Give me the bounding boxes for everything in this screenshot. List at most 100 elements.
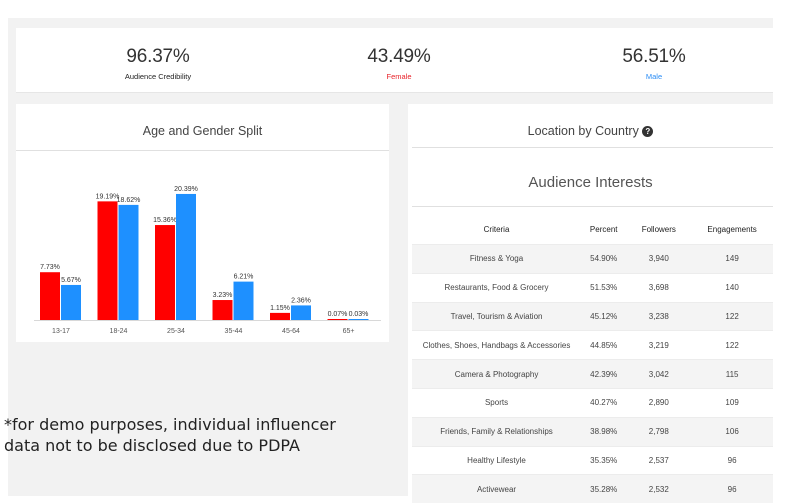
stat-male-value: 56.51%	[622, 46, 686, 67]
interests-title: Audience Interests	[528, 174, 653, 191]
disclaimer-line-1: *for demo purposes, individual influence…	[4, 415, 336, 434]
bar-red	[327, 319, 348, 320]
question-circle-icon[interactable]: ?	[642, 126, 654, 137]
col-criteria: Criteria	[483, 224, 510, 234]
interest-engagements: 122	[691, 301, 773, 331]
stat-credibility: 96.37% Audience Credibility	[58, 28, 258, 81]
data-label: 19.19%	[96, 193, 120, 200]
interest-percent: 45.12%	[581, 301, 627, 331]
disclaimer-note: *for demo purposes, individual influence…	[4, 414, 336, 456]
bar-blue	[118, 204, 139, 320]
data-label: 6.21%	[234, 274, 254, 281]
bar-red	[155, 225, 175, 320]
interest-followers: 3,219	[626, 330, 692, 360]
interest-percent: 42.39%	[581, 359, 627, 389]
stat-male: 56.51% Male	[554, 28, 754, 81]
interest-row: Travel, Tourism & Aviation 45.12% 3,238 122	[412, 301, 773, 331]
interest-engagements: 109	[691, 387, 773, 418]
stat-credibility-value: 96.37%	[126, 46, 190, 67]
col-followers: Followers	[641, 224, 676, 234]
stat-credibility-label: Audience Credibility	[124, 72, 192, 81]
interest-row: Camera & Photography 42.39% 3,042 115	[412, 359, 773, 389]
interest-followers: 3,042	[626, 359, 692, 389]
location-divider	[412, 147, 773, 148]
interest-followers: 3,238	[626, 301, 692, 331]
interest-followers: 2,537	[626, 445, 692, 475]
interest-followers: 3,940	[626, 244, 692, 274]
data-label: 0.07%	[328, 311, 348, 318]
interests-table: Criteria Percent Followers Engagements F…	[412, 214, 773, 503]
top-strip	[0, 0, 795, 18]
interest-engagements: 122	[691, 330, 773, 360]
interest-criteria: Friends, Family & Relationships	[412, 416, 582, 447]
interest-followers: 2,890	[626, 387, 692, 418]
interest-row: Healthy Lifestyle 35.35% 2,537 96	[412, 445, 773, 475]
interest-criteria: Camera & Photography	[412, 359, 582, 389]
interest-row: Restaurants, Food & Grocery 51.53% 3,698 14…	[412, 272, 773, 303]
interest-engagements: 140	[691, 272, 773, 303]
x-tick-label: 35-44	[225, 328, 243, 335]
data-label: 1.15%	[270, 305, 290, 312]
col-engagements: Engagements	[707, 224, 757, 234]
interest-criteria: Healthy Lifestyle	[412, 445, 582, 475]
bar-red	[212, 300, 233, 320]
col-percent: Percent	[589, 224, 618, 234]
interest-criteria: Clothes, Shoes, Handbags & Accessories	[412, 330, 582, 360]
interest-percent: 54.90%	[581, 244, 627, 274]
x-tick-label: 18-24	[110, 328, 128, 335]
interests-divider	[412, 206, 773, 207]
interest-followers: 2,798	[626, 416, 692, 447]
data-label: 2.36%	[291, 297, 311, 304]
interest-percent: 38.98%	[581, 416, 627, 447]
interest-followers: 3,698	[626, 272, 692, 303]
interest-engagements: 115	[691, 359, 773, 389]
x-tick-label: 45-64	[282, 328, 300, 335]
data-label: 15.36%	[153, 217, 177, 224]
interest-followers: 2,532	[626, 474, 692, 503]
bar-red	[97, 201, 118, 320]
x-tick-label: 65+	[343, 328, 355, 335]
data-label: 7.73%	[40, 264, 60, 271]
interest-engagements: 96	[691, 445, 773, 475]
x-tick-label: 25-34	[167, 328, 185, 335]
interest-row: Sports 40.27% 2,890 109	[412, 387, 773, 418]
stat-female: 43.49% Female	[299, 28, 499, 81]
age-gender-divider	[16, 150, 389, 151]
data-label: 3.23%	[213, 292, 233, 299]
interests-header-row: Criteria Percent Followers Engagements	[412, 214, 773, 245]
bar-blue	[233, 281, 254, 320]
interest-percent: 51.53%	[581, 272, 627, 303]
bar-blue	[61, 284, 81, 320]
data-label: 18.62%	[117, 197, 141, 204]
bar-blue	[348, 319, 369, 320]
interest-percent: 44.85%	[581, 330, 627, 360]
bar-red	[40, 272, 60, 320]
interest-row: Clothes, Shoes, Handbags & Accessories 44…	[412, 330, 773, 360]
stat-female-value: 43.49%	[367, 46, 431, 67]
bar-blue	[291, 305, 311, 320]
disclaimer-line-2: data not to be disclosed due to PDPA	[4, 436, 300, 455]
interest-criteria: Travel, Tourism & Aviation	[412, 301, 582, 331]
interest-percent: 40.27%	[581, 387, 627, 418]
interest-percent: 35.28%	[581, 474, 627, 503]
interest-row: Activewear 35.28% 2,532 96	[412, 474, 773, 503]
age-gender-title: Age and Gender Split	[142, 124, 263, 138]
interest-engagements: 96	[691, 474, 773, 503]
interest-row: Friends, Family & Relationships 38.98% 2,7…	[412, 416, 773, 447]
interest-row: Fitness & Yoga 54.90% 3,940 149	[412, 244, 773, 274]
data-label: 20.39%	[174, 186, 198, 193]
interest-percent: 35.35%	[581, 445, 627, 475]
interest-criteria: Fitness & Yoga	[412, 244, 582, 274]
stat-male-label: Male	[645, 72, 663, 81]
x-tick-label: 13-17	[52, 328, 70, 335]
bar-red	[270, 312, 290, 320]
location-title-text: Location by Country	[527, 124, 639, 138]
bar-blue	[176, 193, 196, 320]
data-label: 0.03%	[349, 311, 369, 318]
interest-criteria: Activewear	[412, 474, 582, 503]
interest-engagements: 149	[691, 244, 773, 274]
interest-criteria: Sports	[412, 387, 582, 418]
interest-criteria: Restaurants, Food & Grocery	[412, 272, 582, 303]
age-gender-chart: 7.73%5.67% 13-17 19.19%18.62% 18-24 15.36% 20…	[34, 186, 381, 335]
stat-female-label: Female	[386, 72, 412, 81]
